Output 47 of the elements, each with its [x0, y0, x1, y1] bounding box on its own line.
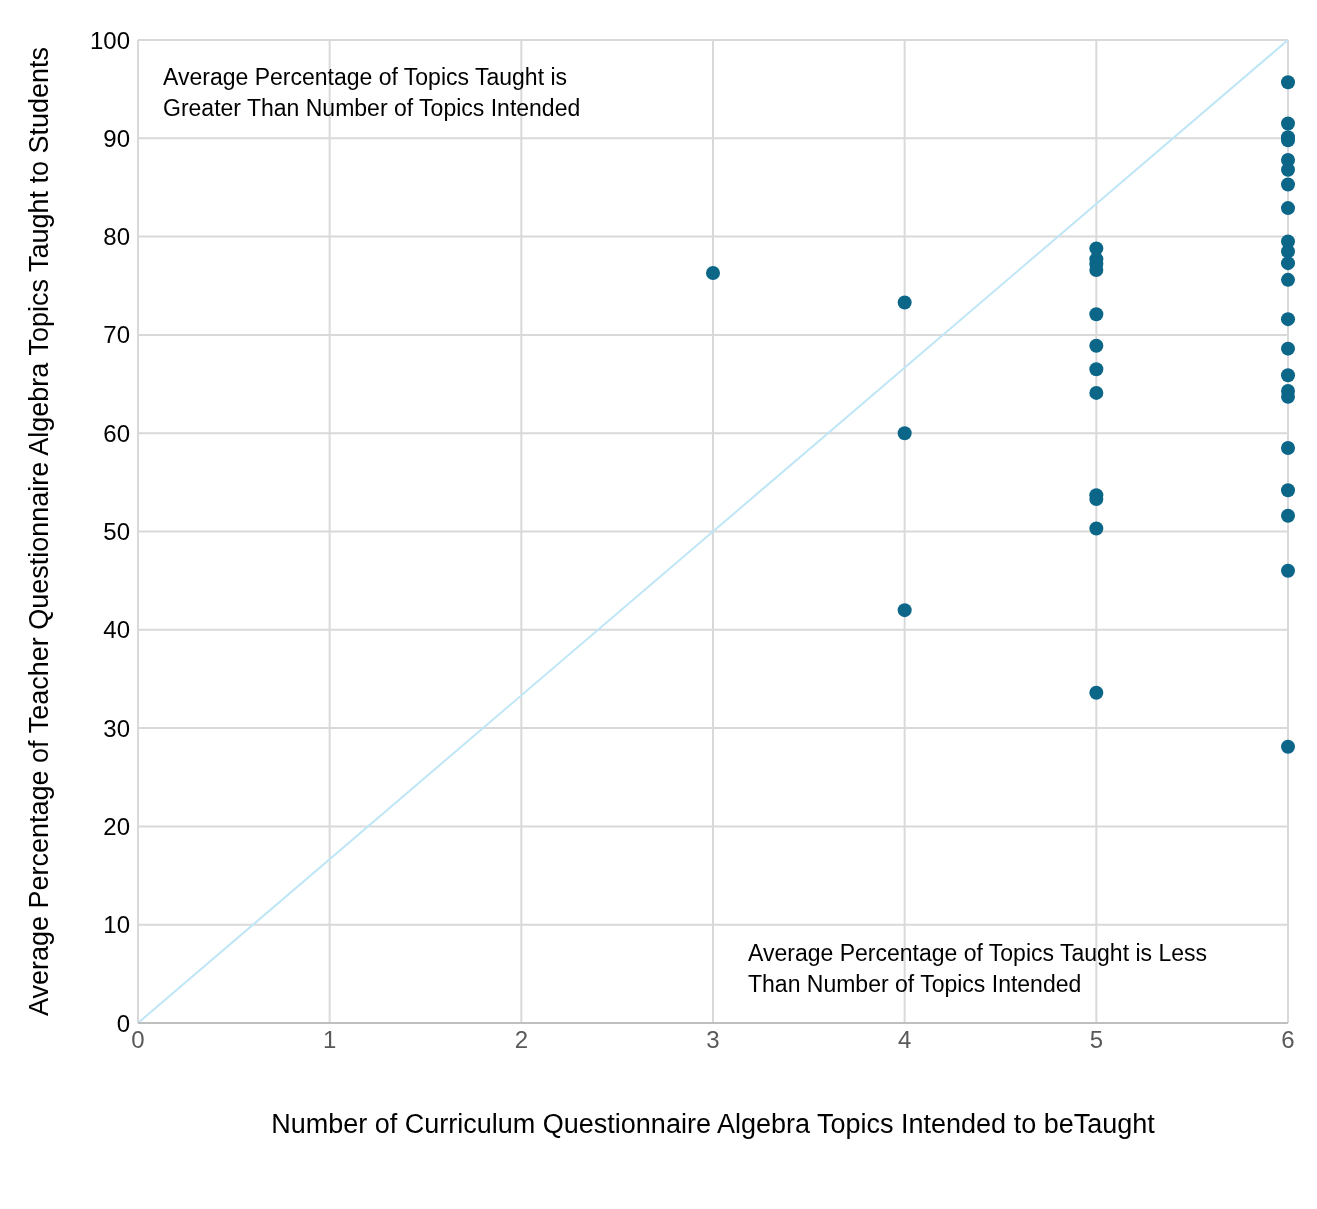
- point: [1089, 685, 1104, 700]
- point: [1281, 272, 1295, 287]
- x-tick-label: 2: [514, 1026, 529, 1054]
- annotation: Average Percentage of Topics Taught is Greater Than Number of Topics Intended: [163, 63, 582, 123]
- point: [897, 603, 912, 618]
- y-tick-label: 40: [103, 616, 130, 644]
- x-tick-label: 3: [706, 1026, 720, 1054]
- point: [1281, 563, 1295, 578]
- y-tick-label: 60: [103, 419, 130, 447]
- point: [1281, 116, 1295, 131]
- point: [1089, 362, 1104, 377]
- point: [1281, 483, 1295, 498]
- point: [1281, 739, 1295, 754]
- y-tick-label: 100: [89, 26, 130, 54]
- point: [1089, 338, 1104, 353]
- point: [1089, 307, 1104, 322]
- point: [1281, 256, 1295, 271]
- point: [1281, 75, 1295, 90]
- x-tick-label: 5: [1089, 1026, 1104, 1054]
- y-tick-label: 80: [103, 223, 130, 251]
- point: [1281, 177, 1295, 192]
- point: [897, 295, 912, 310]
- y-tick-label: 10: [103, 911, 130, 939]
- point: [1281, 508, 1295, 523]
- point: [1281, 201, 1295, 216]
- point: [897, 426, 912, 441]
- point: [1281, 440, 1295, 455]
- annotation: Average Percentage of Topics Taught is Less Than Number of Topics Intended: [748, 939, 1209, 999]
- point: [1281, 341, 1295, 356]
- point: [1281, 312, 1295, 327]
- y-tick-label: 0: [116, 1009, 130, 1037]
- y-tick-label: 20: [103, 812, 130, 840]
- point: [1281, 368, 1295, 383]
- point: [1089, 521, 1104, 536]
- y-tick-label: 50: [103, 518, 130, 546]
- x-tick-label: 4: [897, 1026, 912, 1054]
- x-axis-title: Number of Curriculum Questionnaire Algebra Topics Intended to beTaught: [271, 1109, 1156, 1139]
- point: [706, 265, 720, 280]
- y-tick-label: 30: [103, 714, 130, 742]
- y-tick-label: 70: [103, 321, 130, 349]
- x-tick-label: 1: [322, 1026, 337, 1054]
- point: [1281, 244, 1295, 259]
- y-axis-title: Average Percentage of Teacher Questionnaire Algebra Topics Taught to Students: [23, 46, 54, 1017]
- x-tick-label: 6: [1281, 1026, 1295, 1054]
- point: [1281, 162, 1295, 177]
- y-tick-label: 90: [103, 124, 130, 152]
- point: [1089, 385, 1104, 400]
